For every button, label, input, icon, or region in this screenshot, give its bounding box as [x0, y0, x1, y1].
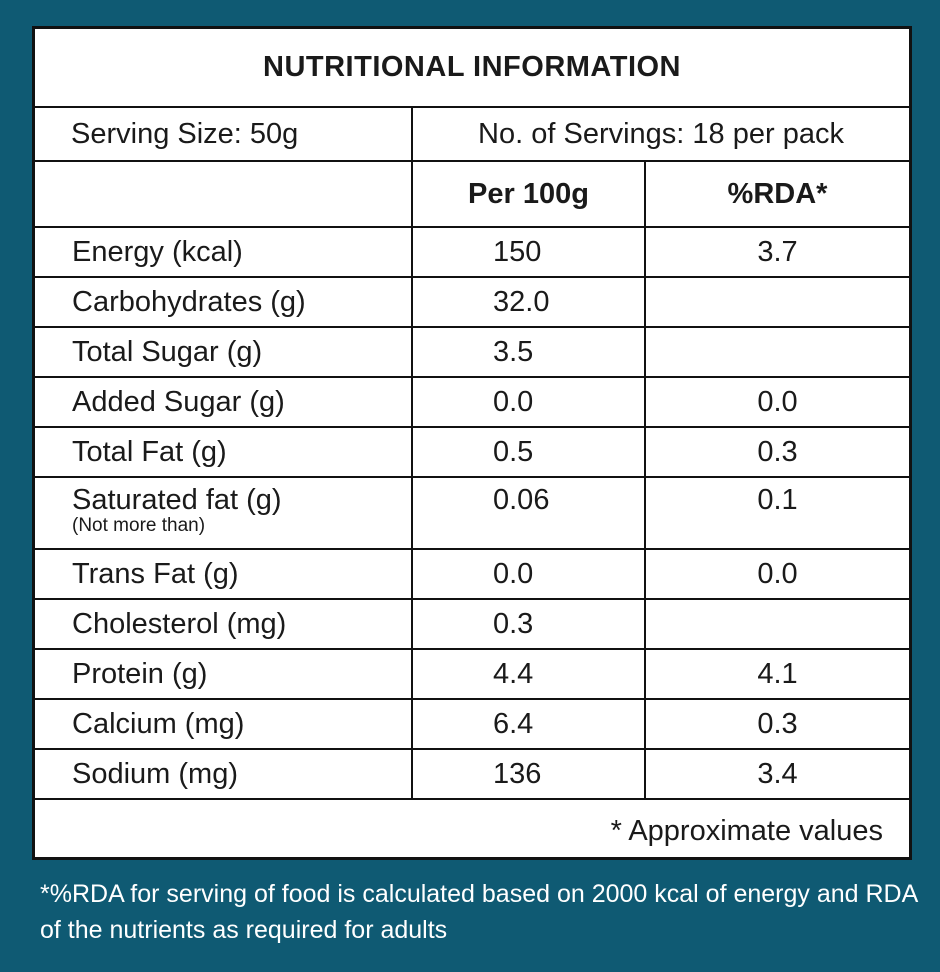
table-row: Total Sugar (g) 3.5 — [35, 326, 910, 378]
table-row: Saturated fat (g) (Not more than) 0.06 0… — [35, 476, 910, 550]
nutrient-label: Energy (kcal) — [35, 226, 413, 278]
nutrient-label-cell: Saturated fat (g) (Not more than) — [35, 476, 413, 550]
per-100g-value: 0.3 — [411, 598, 646, 650]
nutrient-label: Protein (g) — [35, 648, 413, 700]
rda-value — [643, 598, 910, 650]
table-row: Total Fat (g) 0.5 0.3 — [35, 426, 910, 478]
serving-size: Serving Size: 50g — [35, 106, 413, 162]
nutrition-table: NUTRITIONAL INFORMATION Serving Size: 50… — [35, 29, 910, 863]
rda-value: 0.0 — [643, 548, 910, 600]
rda-value: 0.1 — [643, 476, 910, 550]
per-100g-value: 0.0 — [411, 376, 646, 428]
per-100g-value: 136 — [411, 748, 646, 800]
nutrient-note: (Not more than) — [72, 515, 206, 536]
nutrient-label: Calcium (mg) — [35, 698, 413, 750]
table-title: NUTRITIONAL INFORMATION — [35, 29, 910, 108]
per-100g-value: 4.4 — [411, 648, 646, 700]
approximate-values-note: * Approximate values — [35, 798, 910, 863]
servings-per-pack: No. of Servings: 18 per pack — [410, 106, 910, 162]
table-row: Trans Fat (g) 0.0 0.0 — [35, 548, 910, 600]
rda-value: 0.3 — [643, 698, 910, 750]
header-rda: %RDA* — [643, 160, 910, 228]
table-row: Carbohydrates (g) 32.0 — [35, 276, 910, 328]
rda-value — [643, 276, 910, 328]
nutrient-label: Added Sugar (g) — [35, 376, 413, 428]
table-row: Calcium (mg) 6.4 0.3 — [35, 698, 910, 750]
rda-value: 0.0 — [643, 376, 910, 428]
per-100g-value: 0.5 — [411, 426, 646, 478]
nutrient-label: Cholesterol (mg) — [35, 598, 413, 650]
table-row: Cholesterol (mg) 0.3 — [35, 598, 910, 650]
per-100g-value: 3.5 — [411, 326, 646, 378]
per-100g-value: 150 — [411, 226, 646, 278]
rda-value: 0.3 — [643, 426, 910, 478]
rda-value — [643, 326, 910, 378]
nutrient-label: Trans Fat (g) — [35, 548, 413, 600]
nutrient-label: Sodium (mg) — [35, 748, 413, 800]
per-100g-value: 6.4 — [411, 698, 646, 750]
nutrient-label: Saturated fat (g) — [72, 484, 282, 516]
nutrient-label: Carbohydrates (g) — [35, 276, 413, 328]
nutrient-label: Total Sugar (g) — [35, 326, 413, 378]
rda-value: 4.1 — [643, 648, 910, 700]
nutrient-label: Total Fat (g) — [35, 426, 413, 478]
table-row: Sodium (mg) 136 3.4 — [35, 748, 910, 800]
table-row: Energy (kcal) 150 3.7 — [35, 226, 910, 278]
table-row: Added Sugar (g) 0.0 0.0 — [35, 376, 910, 428]
rda-value: 3.7 — [643, 226, 910, 278]
per-100g-value: 32.0 — [411, 276, 646, 328]
header-per-100g: Per 100g — [411, 160, 646, 228]
table-row: Protein (g) 4.4 4.1 — [35, 648, 910, 700]
per-100g-value: 0.06 — [411, 476, 646, 550]
rda-value: 3.4 — [643, 748, 910, 800]
per-100g-value: 0.0 — [411, 548, 646, 600]
nutrition-panel: NUTRITIONAL INFORMATION Serving Size: 50… — [32, 26, 912, 863]
rda-footnote: *%RDA for serving of food is calculated … — [40, 880, 917, 944]
header-blank — [35, 160, 413, 228]
